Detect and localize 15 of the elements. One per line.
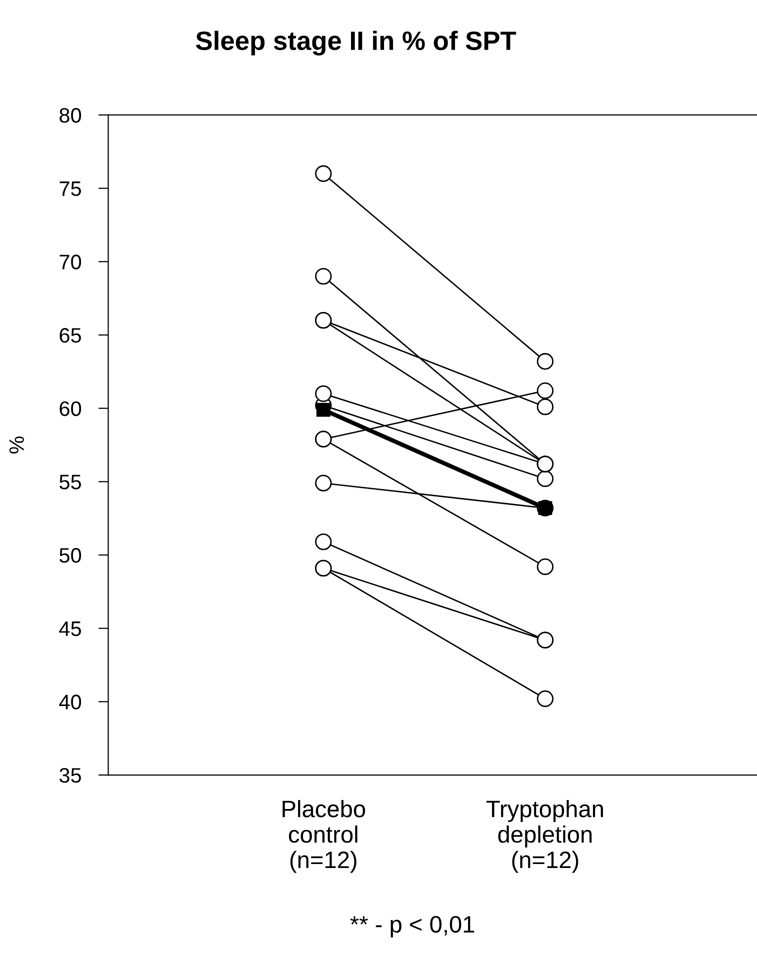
y-axis-title: % [9,436,24,454]
y-tick-label: 40 [59,694,82,710]
chart-title: Sleep stage II in % of SPT [196,30,516,56]
x-tick-label: Tryptophan depletion (n=12) [486,800,603,873]
y-tick-label: 35 [59,768,81,783]
y-tick-label: 80 [60,108,82,123]
y-tick-label: 45 [59,622,81,636]
text: ** - p < 0,01 [350,916,474,938]
y-tick-label: 50 [60,548,82,563]
y-tick-label: 55 [60,474,81,490]
y-tick-label: 60 [60,401,82,416]
x-tick-label: Placebo control (n=12) [282,800,366,873]
y-tick-label: 65 [60,328,81,343]
y-tick-label: 75 [60,182,81,196]
y-tick-label: 70 [60,254,82,270]
